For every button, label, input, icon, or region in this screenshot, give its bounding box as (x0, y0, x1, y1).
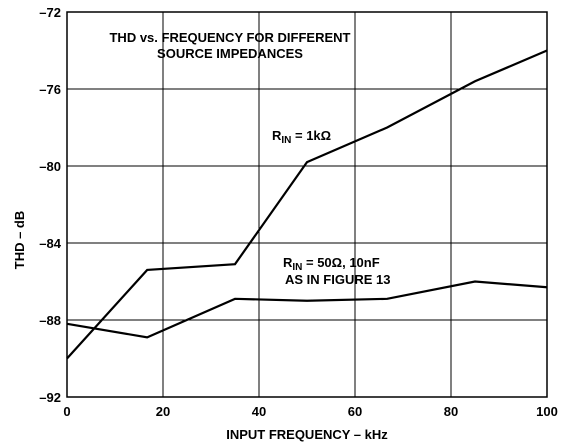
series-layer (66, 49, 548, 360)
chart-title-line-1: THD vs. FREQUENCY FOR DIFFERENT (109, 30, 350, 45)
chart-title-line-2: SOURCE IMPEDANCES (157, 46, 303, 61)
annotation-rin-50-line-2: AS IN FIGURE 13 (285, 272, 390, 287)
plot-frame (66, 11, 548, 398)
y-tick-labels: –92 –88 –84 –80 –76 –72 (39, 5, 61, 405)
y-tick-label: –72 (39, 5, 61, 20)
x-tick-label: 0 (63, 404, 70, 419)
annotation-rin-1k: RIN = 1kΩ (272, 128, 331, 146)
x-tick-label: 60 (348, 404, 362, 419)
x-tick-label: 100 (536, 404, 558, 419)
grid-lines (66, 11, 548, 398)
y-tick-label: –88 (39, 313, 61, 328)
y-tick-label: –80 (39, 159, 61, 174)
y-tick-label: –92 (39, 390, 61, 405)
x-axis-title: INPUT FREQUENCY – kHz (226, 427, 388, 442)
y-tick-label: –76 (39, 82, 61, 97)
annotation-rin-50-line-1: RIN = 50Ω, 10nF (283, 255, 380, 273)
chart-title: THD vs. FREQUENCY FOR DIFFERENT SOURCE I… (109, 30, 350, 61)
y-tick-label: –84 (39, 236, 61, 251)
series-line-0 (66, 49, 548, 360)
y-axis-title: THD – dB (12, 211, 27, 270)
series-line-1 (66, 280, 548, 339)
x-tick-labels: 0 20 40 60 80 100 (63, 404, 557, 419)
x-tick-label: 80 (444, 404, 458, 419)
x-tick-label: 40 (252, 404, 266, 419)
x-tick-label: 20 (156, 404, 170, 419)
